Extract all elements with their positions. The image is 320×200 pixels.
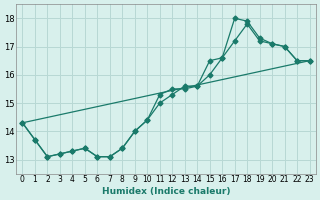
X-axis label: Humidex (Indice chaleur): Humidex (Indice chaleur) xyxy=(102,187,230,196)
